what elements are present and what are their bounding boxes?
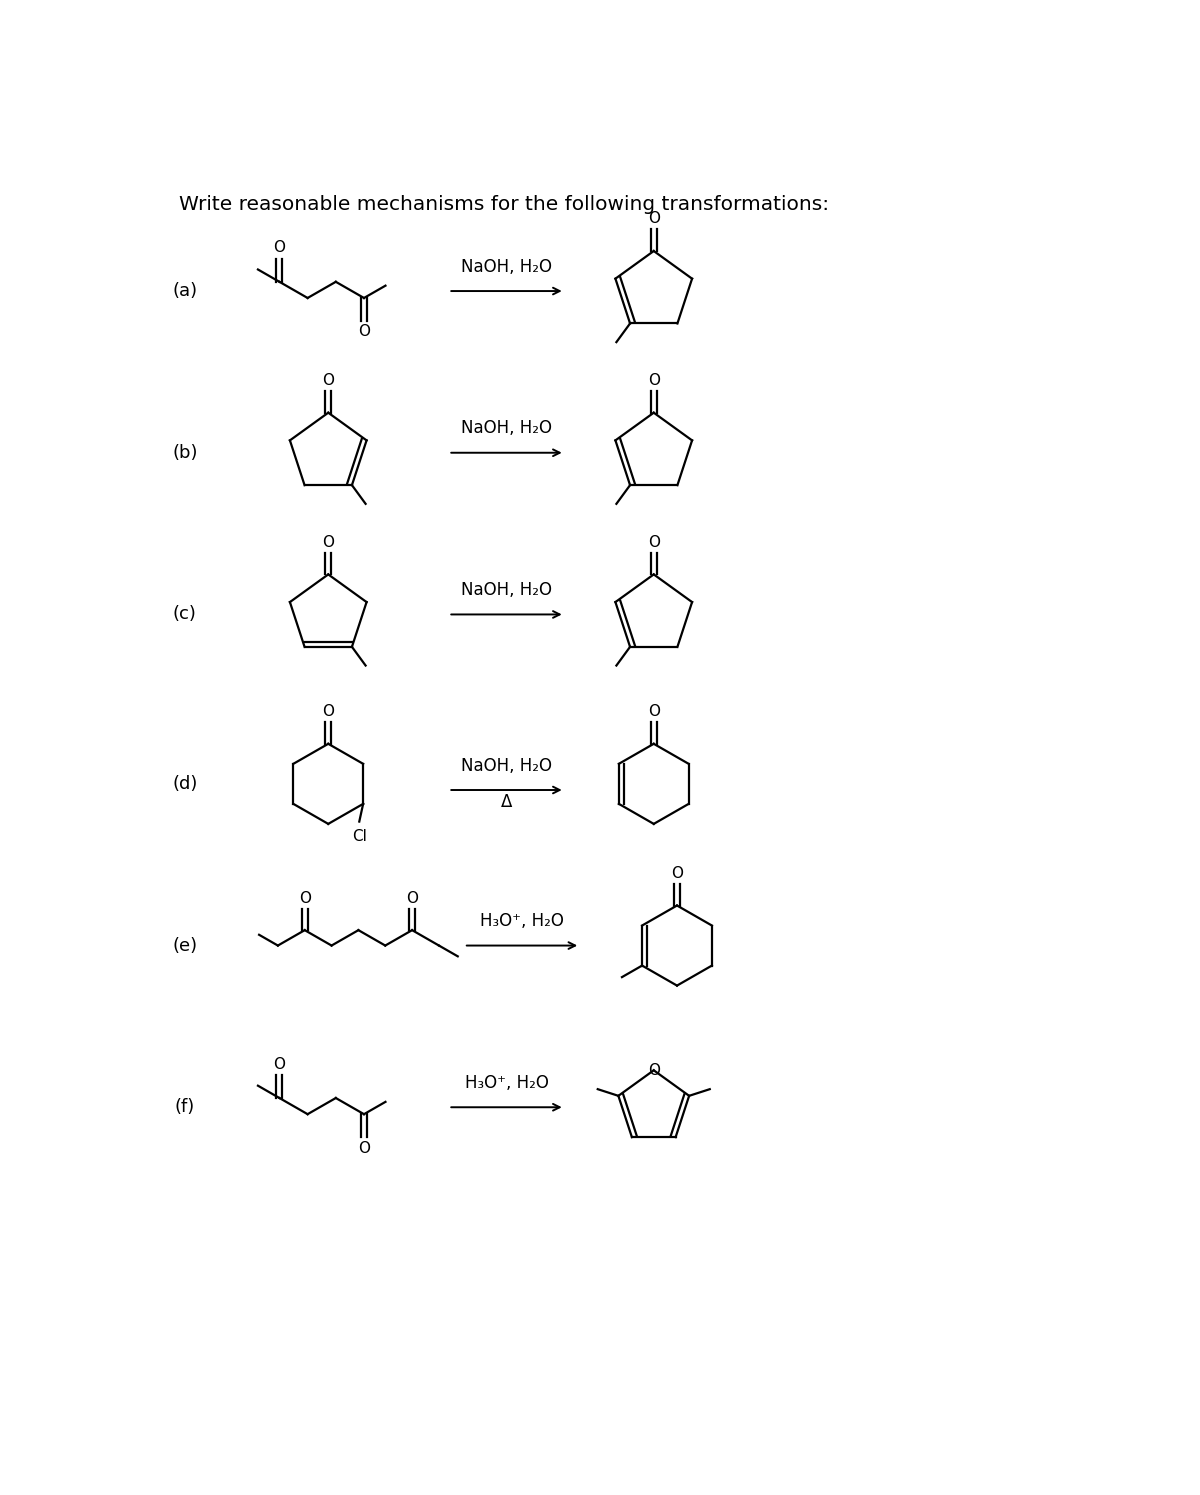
Text: Δ: Δ [500, 792, 512, 812]
Text: Cl: Cl [352, 828, 367, 843]
Text: O: O [648, 211, 660, 226]
Text: O: O [671, 866, 683, 881]
Text: NaOH, H₂O: NaOH, H₂O [461, 756, 552, 774]
Text: H₃O⁺, H₂O: H₃O⁺, H₂O [464, 1073, 548, 1091]
Text: O: O [406, 891, 418, 906]
Text: O: O [648, 1063, 660, 1078]
Text: (e): (e) [173, 936, 198, 954]
Text: (d): (d) [172, 774, 198, 792]
Text: O: O [358, 324, 370, 339]
Text: O: O [274, 1057, 286, 1072]
Text: (a): (a) [173, 283, 198, 300]
Text: (b): (b) [172, 444, 198, 462]
Text: O: O [648, 372, 660, 387]
Text: (c): (c) [173, 605, 197, 623]
Text: O: O [648, 704, 660, 719]
Text: O: O [299, 891, 311, 906]
Text: O: O [323, 704, 335, 719]
Text: NaOH, H₂O: NaOH, H₂O [461, 257, 552, 275]
Text: O: O [323, 535, 335, 550]
Text: Write reasonable mechanisms for the following transformations:: Write reasonable mechanisms for the foll… [180, 196, 829, 214]
Text: O: O [648, 535, 660, 550]
Text: O: O [323, 372, 335, 387]
Text: O: O [358, 1141, 370, 1156]
Text: (f): (f) [175, 1099, 194, 1117]
Text: H₃O⁺, H₂O: H₃O⁺, H₂O [480, 912, 564, 930]
Text: NaOH, H₂O: NaOH, H₂O [461, 420, 552, 438]
Text: O: O [274, 241, 286, 256]
Text: NaOH, H₂O: NaOH, H₂O [461, 582, 552, 599]
